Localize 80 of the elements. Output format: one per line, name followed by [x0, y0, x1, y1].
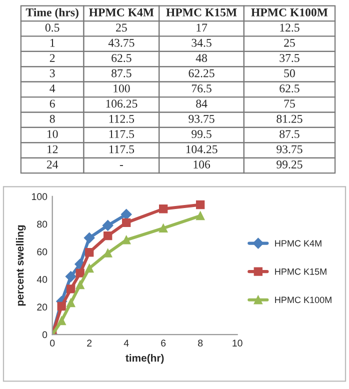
x-tick-label: 10: [232, 340, 242, 347]
text: 100: [114, 84, 130, 92]
point: [65, 271, 76, 282]
y-tick-label: 80: [37, 220, 48, 228]
text: 87.5: [280, 130, 300, 138]
point: [122, 218, 131, 228]
point: [102, 220, 114, 231]
category-label: HPMC K100M: [251, 8, 328, 16]
text: 87.5: [112, 69, 132, 78]
text: 37.5: [280, 54, 300, 62]
text: 48: [196, 54, 207, 62]
point: [57, 302, 66, 311]
text: 84: [196, 100, 208, 108]
text: 8: [50, 114, 55, 123]
text: 99.5: [192, 130, 212, 138]
y-tick-label: 60: [37, 248, 48, 256]
point: [76, 280, 84, 290]
text: 93.75: [276, 145, 302, 154]
text: 24: [46, 160, 58, 168]
point: [76, 268, 84, 278]
point: [84, 232, 95, 244]
text: 99.25: [276, 160, 302, 169]
point: [57, 316, 66, 326]
text: 93.75: [188, 114, 214, 123]
point: [104, 231, 112, 240]
text: 17: [196, 24, 208, 32]
y-tick-label: 100: [32, 193, 48, 200]
legend-label: HPMC K100M: [275, 296, 332, 304]
text: 50: [284, 69, 295, 78]
text: 4: [50, 84, 56, 92]
text: 3: [50, 69, 55, 78]
point: [158, 224, 168, 233]
text: 117.5: [109, 145, 134, 154]
text: 106: [194, 160, 210, 168]
text: 81.25: [276, 114, 302, 123]
text: 12: [47, 145, 58, 154]
text: 43.75: [108, 38, 134, 47]
point: [85, 264, 94, 273]
text: 106.25: [106, 100, 138, 108]
text: 12.5: [280, 24, 300, 32]
x-tick-label: 0: [50, 340, 55, 347]
point: [196, 200, 205, 210]
text: 62.25: [188, 69, 214, 78]
y-tick-label: 20: [37, 304, 48, 311]
point: [66, 284, 76, 294]
y-tick-label: 0: [42, 331, 48, 338]
text: 62.5: [280, 84, 300, 92]
text: 6: [50, 100, 55, 108]
point: [158, 204, 168, 214]
point: [122, 236, 131, 244]
text: 25: [116, 24, 127, 32]
text: 75: [284, 100, 295, 108]
point: [120, 208, 132, 220]
x-axis-title: time(hr): [126, 354, 164, 364]
y-tick-label: 40: [36, 276, 48, 283]
x-tick-label: 2: [87, 340, 92, 346]
category-label: HPMC K15M: [166, 8, 237, 16]
x-tick-label: 6: [161, 340, 166, 347]
y-axis-title: percent swelling: [16, 225, 26, 306]
x-tick-label: 4: [124, 340, 129, 346]
text: 112.5: [109, 114, 134, 123]
category-label: Time (hrs): [26, 8, 78, 19]
point: [66, 298, 76, 308]
text: 0.5: [45, 24, 60, 32]
point: [196, 211, 205, 220]
text: 1: [50, 38, 55, 47]
x-tick-label: 8: [198, 340, 203, 347]
text: 104.25: [186, 145, 218, 154]
legend-label: HPMC K15M: [275, 268, 326, 275]
text: 2: [50, 54, 55, 62]
text: 62.5: [112, 54, 132, 62]
text: -: [120, 165, 123, 166]
text: 25: [284, 38, 295, 47]
text: 34.5: [192, 38, 212, 47]
legend-label: HPMC K4M: [275, 240, 322, 247]
category-label: HPMC K4M: [89, 8, 154, 16]
text: 76.5: [192, 84, 212, 92]
text: 10: [47, 130, 58, 138]
text: 117.5: [109, 130, 134, 138]
point: [85, 248, 94, 257]
